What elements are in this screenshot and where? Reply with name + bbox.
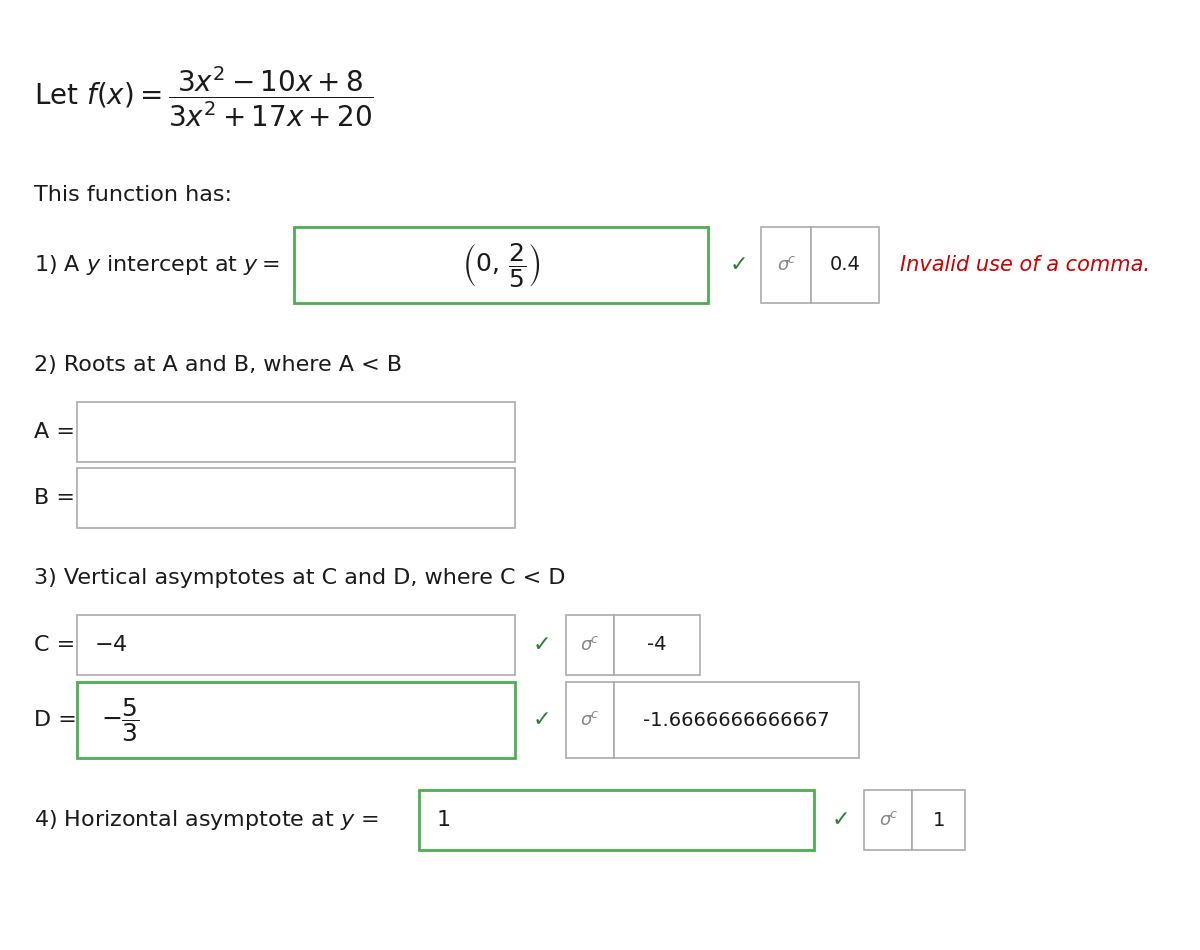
FancyBboxPatch shape (77, 402, 516, 462)
Text: -4: -4 (647, 636, 667, 655)
FancyBboxPatch shape (864, 790, 912, 850)
Text: D =: D = (34, 710, 77, 730)
Text: 2) Roots at A and B, where A < B: 2) Roots at A and B, where A < B (34, 355, 402, 375)
FancyBboxPatch shape (761, 227, 811, 303)
FancyBboxPatch shape (77, 468, 516, 528)
Text: 1) A $y$ intercept at $y=$: 1) A $y$ intercept at $y=$ (34, 253, 280, 277)
FancyBboxPatch shape (77, 682, 516, 758)
Text: 1: 1 (932, 810, 946, 829)
FancyBboxPatch shape (811, 227, 878, 303)
Text: $\sigma^{\!c}$: $\sigma^{\!c}$ (580, 711, 599, 729)
FancyBboxPatch shape (419, 790, 814, 850)
FancyBboxPatch shape (565, 615, 613, 675)
Text: ✓: ✓ (533, 635, 552, 655)
Text: 3) Vertical asymptotes at C and D, where C < D: 3) Vertical asymptotes at C and D, where… (34, 568, 565, 588)
FancyBboxPatch shape (294, 227, 708, 303)
FancyBboxPatch shape (613, 615, 701, 675)
Text: $\left(0,\, \dfrac{2}{5}\right)$: $\left(0,\, \dfrac{2}{5}\right)$ (462, 241, 540, 289)
Text: Let $f(x) = \dfrac{3x^2 - 10x + 8}{3x^2 + 17x + 20}$: Let $f(x) = \dfrac{3x^2 - 10x + 8}{3x^2 … (34, 65, 373, 129)
Text: C =: C = (34, 635, 74, 655)
FancyBboxPatch shape (613, 682, 859, 758)
Text: $-4$: $-4$ (95, 635, 128, 655)
Text: $\sigma^{\!c}$: $\sigma^{\!c}$ (580, 636, 599, 654)
Text: ✓: ✓ (832, 810, 850, 830)
Text: 1: 1 (437, 810, 450, 830)
FancyBboxPatch shape (565, 682, 613, 758)
Text: 4) Horizontal asymptote at $y$ =: 4) Horizontal asymptote at $y$ = (34, 808, 378, 832)
FancyBboxPatch shape (912, 790, 965, 850)
Text: $\sigma^{\!c}$: $\sigma^{\!c}$ (776, 256, 796, 274)
Text: B =: B = (34, 488, 74, 508)
Text: -1.6666666666667: -1.6666666666667 (643, 711, 830, 730)
Text: $\sigma^{\!c}$: $\sigma^{\!c}$ (878, 811, 898, 829)
Text: This function has:: This function has: (34, 185, 232, 205)
Text: 0.4: 0.4 (829, 256, 860, 275)
FancyBboxPatch shape (77, 615, 516, 675)
Text: ✓: ✓ (730, 255, 748, 275)
Text: $-\dfrac{5}{3}$: $-\dfrac{5}{3}$ (101, 696, 140, 744)
Text: ✓: ✓ (533, 710, 552, 730)
Text: A =: A = (34, 422, 74, 442)
Text: Invalid use of a comma.: Invalid use of a comma. (900, 255, 1150, 275)
